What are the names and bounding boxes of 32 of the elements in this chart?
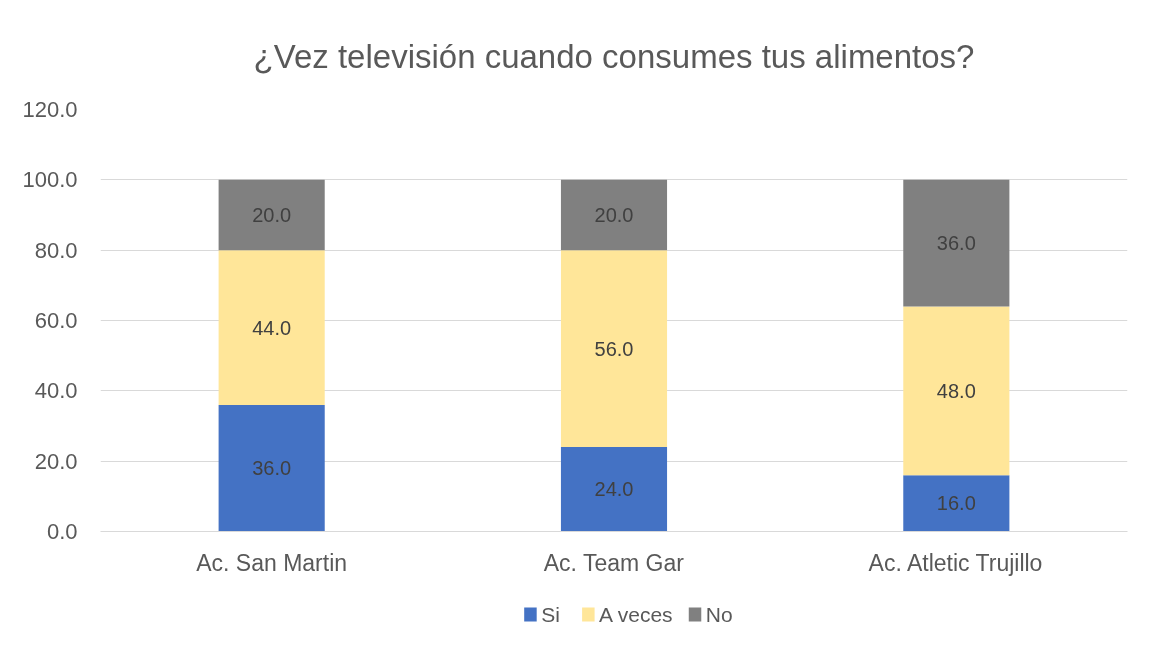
y-tick-label: 80.0 <box>34 237 78 263</box>
legend-label: No <box>705 603 733 626</box>
bar <box>560 250 668 448</box>
bar <box>560 179 668 251</box>
y-tick-label: 60.0 <box>34 308 78 333</box>
bar <box>903 179 1010 307</box>
x-tick-label: Ac. Atletic Trujillo <box>868 549 1043 576</box>
data-label: 20.0 <box>252 204 292 226</box>
y-tick-label: 100.0 <box>22 167 78 193</box>
bar <box>218 179 325 251</box>
x-tick-label: Ac. Team Gar <box>543 549 685 576</box>
legend-label: Si <box>541 603 560 626</box>
y-tick-label: 0.0 <box>46 519 78 544</box>
y-tick-label: 40.0 <box>34 378 78 404</box>
data-label: 44.0 <box>252 316 292 339</box>
bar <box>560 447 668 532</box>
data-label: 56.0 <box>594 337 634 360</box>
data-label: 36.0 <box>936 232 976 255</box>
y-tick-label: 20.0 <box>34 448 78 474</box>
chart-title: ¿Vez televisión cuando consumes tus alimentos? <box>253 37 975 75</box>
bar <box>903 306 1010 476</box>
bar <box>218 404 325 532</box>
x-tick-label: Ac. San Martin <box>196 549 348 576</box>
data-label: 24.0 <box>594 478 634 501</box>
data-label: 48.0 <box>936 379 976 402</box>
data-label: 20.0 <box>594 204 634 226</box>
bar <box>903 475 1010 532</box>
y-tick-label: 120.0 <box>22 97 78 122</box>
bar <box>218 250 325 405</box>
data-label: 36.0 <box>252 457 292 480</box>
data-label: 16.0 <box>936 492 976 515</box>
legend-label: A veces <box>599 603 673 626</box>
